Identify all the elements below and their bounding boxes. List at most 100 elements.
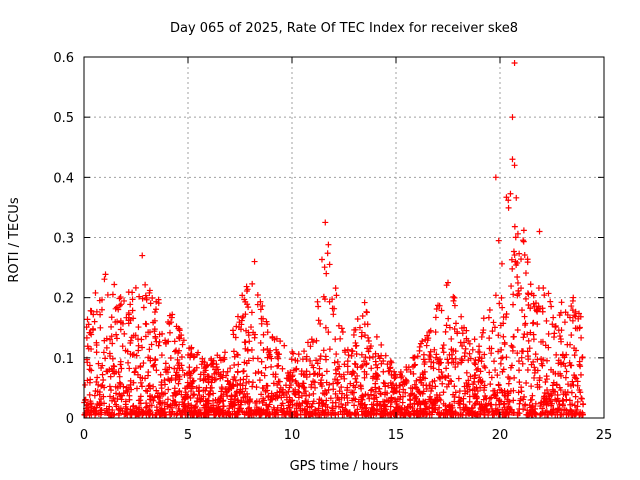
- data-point: [269, 335, 276, 342]
- data-point: [536, 228, 543, 235]
- data-point: [380, 398, 387, 405]
- data-point: [148, 341, 155, 348]
- data-point: [578, 334, 585, 341]
- data-point: [562, 374, 569, 381]
- data-point: [505, 374, 512, 381]
- data-point: [566, 359, 573, 366]
- data-point: [313, 337, 320, 344]
- data-point: [413, 377, 420, 384]
- data-point: [175, 325, 182, 332]
- data-point: [85, 321, 92, 328]
- data-point: [351, 402, 358, 409]
- data-point: [494, 389, 501, 396]
- data-point: [335, 322, 342, 329]
- data-point: [565, 381, 572, 388]
- data-point: [472, 361, 479, 368]
- data-point: [448, 410, 455, 417]
- data-point: [220, 368, 227, 375]
- data-point: [480, 315, 487, 322]
- data-point: [505, 204, 512, 211]
- data-point: [449, 355, 456, 362]
- data-point: [201, 365, 208, 372]
- data-point: [259, 302, 266, 309]
- data-point: [94, 400, 101, 407]
- data-point: [432, 383, 439, 390]
- data-point: [162, 381, 169, 388]
- data-point: [100, 377, 107, 384]
- data-point: [184, 393, 191, 400]
- data-point: [220, 403, 227, 410]
- data-point: [518, 354, 525, 361]
- data-point: [125, 359, 132, 366]
- data-point: [181, 408, 188, 415]
- data-point: [240, 394, 247, 401]
- data-point: [347, 380, 354, 387]
- data-point: [103, 344, 110, 351]
- data-point: [509, 114, 516, 121]
- data-point: [516, 250, 523, 257]
- y-tick-label: 0.5: [53, 111, 74, 126]
- data-point: [231, 393, 238, 400]
- data-point: [445, 359, 452, 366]
- data-point: [315, 407, 322, 414]
- data-point: [154, 392, 161, 399]
- data-point: [416, 343, 423, 350]
- data-point: [186, 345, 193, 352]
- data-point: [299, 356, 306, 363]
- data-point: [527, 397, 534, 404]
- data-point: [258, 370, 265, 377]
- data-point: [317, 353, 324, 360]
- data-point: [214, 352, 221, 359]
- data-point: [524, 353, 531, 360]
- data-point: [277, 338, 284, 345]
- data-point: [515, 287, 522, 294]
- data-point: [524, 290, 531, 297]
- data-point: [116, 379, 123, 386]
- data-point: [292, 357, 299, 364]
- data-point: [206, 390, 213, 397]
- data-point: [446, 324, 453, 331]
- data-point: [451, 326, 458, 333]
- data-point: [244, 286, 251, 293]
- data-point: [304, 403, 311, 410]
- data-point: [87, 307, 94, 314]
- data-point: [240, 368, 247, 375]
- data-point: [188, 407, 195, 414]
- data-point: [254, 301, 261, 308]
- data-point: [475, 357, 482, 364]
- data-point: [420, 388, 427, 395]
- data-point: [420, 356, 427, 363]
- data-point: [303, 368, 310, 375]
- data-point: [476, 374, 483, 381]
- data-point: [560, 391, 567, 398]
- data-point: [534, 321, 541, 328]
- data-point: [152, 333, 159, 340]
- data-point: [279, 409, 286, 416]
- data-point: [478, 379, 485, 386]
- data-point: [534, 384, 541, 391]
- data-point: [274, 381, 281, 388]
- data-point: [400, 411, 407, 418]
- data-point: [135, 336, 142, 343]
- data-point: [193, 409, 200, 416]
- data-point: [194, 351, 201, 358]
- data-point: [145, 329, 152, 336]
- data-point: [450, 391, 457, 398]
- data-point: [381, 402, 388, 409]
- data-point: [292, 386, 299, 393]
- data-point: [171, 338, 178, 345]
- data-point: [366, 354, 373, 361]
- data-point: [244, 301, 251, 308]
- data-point: [332, 336, 339, 343]
- data-point: [365, 392, 372, 399]
- data-point: [326, 298, 333, 305]
- data-point: [235, 361, 242, 368]
- data-point: [88, 367, 95, 374]
- data-point: [515, 358, 522, 365]
- data-point: [323, 368, 330, 375]
- data-point: [348, 389, 355, 396]
- data-point: [224, 386, 231, 393]
- data-point: [131, 368, 138, 375]
- data-point: [490, 319, 497, 326]
- data-point: [571, 352, 578, 359]
